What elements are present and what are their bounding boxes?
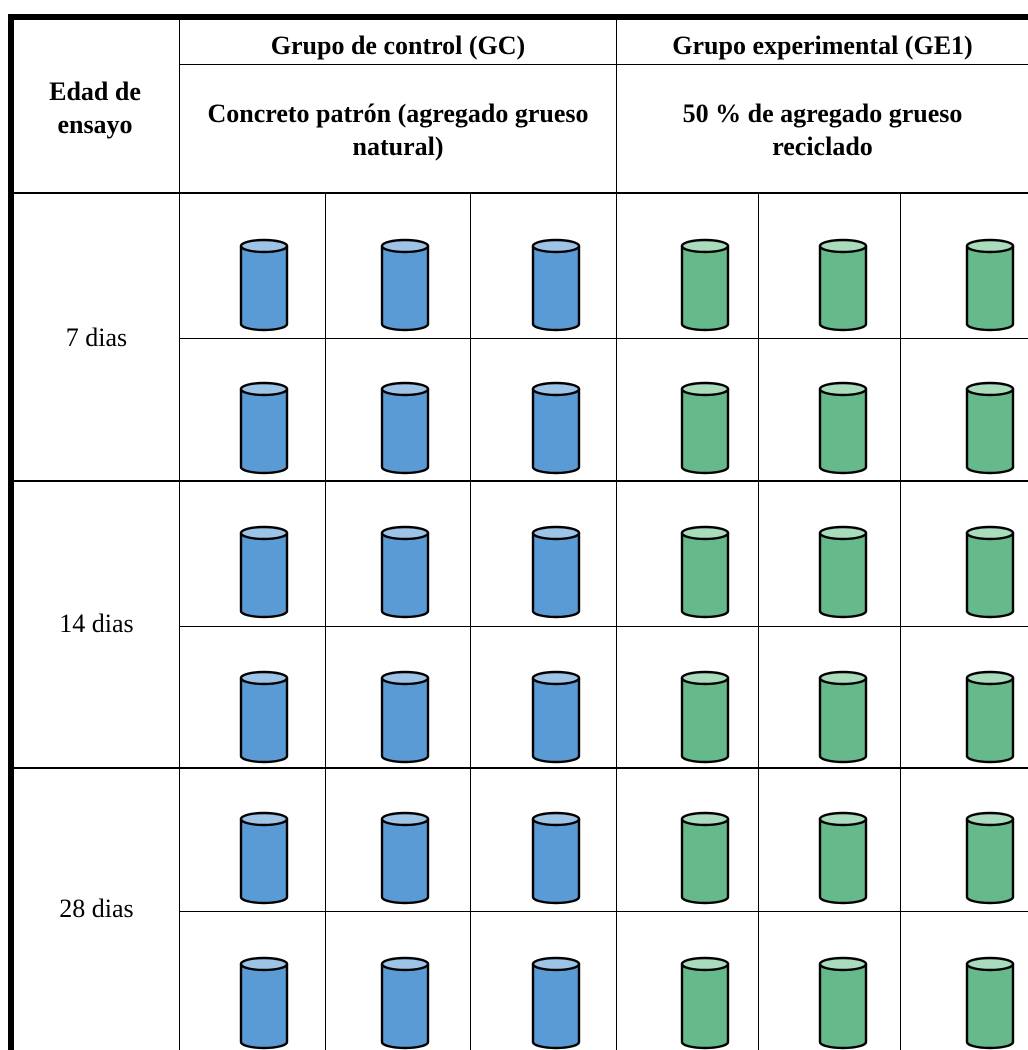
control-group-description: Concreto patrón (agregado grueso natural…	[207, 99, 589, 161]
concrete-cylinder-icon	[680, 811, 730, 905]
concrete-cylinder-icon	[239, 238, 289, 332]
concrete-cylinder-icon	[531, 670, 581, 764]
column-divider	[470, 194, 471, 1050]
concrete-cylinder-icon	[239, 525, 289, 619]
age-label-7-days: 7 dias	[65, 323, 128, 352]
subrow-divider	[180, 338, 1028, 339]
concrete-cylinder-icon	[380, 956, 430, 1050]
left-border	[8, 14, 14, 1050]
concrete-cylinder-icon	[380, 238, 430, 332]
concrete-cylinder-icon	[239, 381, 289, 475]
concrete-cylinder-icon	[818, 238, 868, 332]
concrete-cylinder-icon	[531, 381, 581, 475]
concrete-cylinder-icon	[380, 670, 430, 764]
concrete-cylinder-icon	[531, 238, 581, 332]
concrete-cylinder-icon	[818, 381, 868, 475]
concrete-cylinder-icon	[239, 956, 289, 1050]
control-group-title: Grupo de control (GC)	[270, 31, 526, 60]
concrete-cylinder-icon	[380, 525, 430, 619]
concrete-cylinder-icon	[965, 525, 1015, 619]
concrete-cylinder-icon	[531, 956, 581, 1050]
concrete-cylinder-icon	[380, 811, 430, 905]
age-column-divider	[179, 20, 180, 1050]
header-bottom-border	[14, 192, 1028, 194]
concrete-cylinder-icon	[965, 381, 1015, 475]
row-divider	[14, 480, 1028, 482]
group-title-underline	[180, 64, 1028, 65]
group-divider	[616, 20, 617, 1050]
concrete-cylinder-icon	[818, 670, 868, 764]
concrete-cylinder-icon	[965, 238, 1015, 332]
concrete-cylinder-icon	[680, 956, 730, 1050]
concrete-cylinder-icon	[531, 525, 581, 619]
subrow-divider	[180, 626, 1028, 627]
row-divider	[14, 767, 1028, 769]
concrete-cylinder-icon	[680, 238, 730, 332]
age-label-14-days: 14 dias	[59, 609, 134, 638]
column-divider	[758, 194, 759, 1050]
experimental-group-description: 50 % de agregado grueso reciclado	[682, 99, 963, 161]
age-label-28-days: 28 dias	[59, 894, 134, 923]
concrete-cylinder-icon	[818, 525, 868, 619]
concrete-cylinder-icon	[239, 670, 289, 764]
column-divider	[900, 194, 901, 1050]
concrete-cylinder-icon	[380, 381, 430, 475]
concrete-cylinder-icon	[818, 956, 868, 1050]
concrete-cylinder-icon	[531, 811, 581, 905]
concrete-cylinder-icon	[818, 811, 868, 905]
concrete-cylinder-icon	[965, 670, 1015, 764]
concrete-cylinder-icon	[239, 811, 289, 905]
concrete-cylinder-icon	[680, 670, 730, 764]
age-column-header: Edad de ensayo	[49, 77, 141, 139]
subrow-divider	[180, 911, 1028, 912]
concrete-cylinder-icon	[965, 956, 1015, 1050]
column-divider	[325, 194, 326, 1050]
concrete-cylinder-icon	[965, 811, 1015, 905]
top-border	[14, 14, 1028, 20]
concrete-cylinder-icon	[680, 381, 730, 475]
concrete-cylinder-icon	[680, 525, 730, 619]
experimental-group-title: Grupo experimental (GE1)	[672, 31, 973, 60]
